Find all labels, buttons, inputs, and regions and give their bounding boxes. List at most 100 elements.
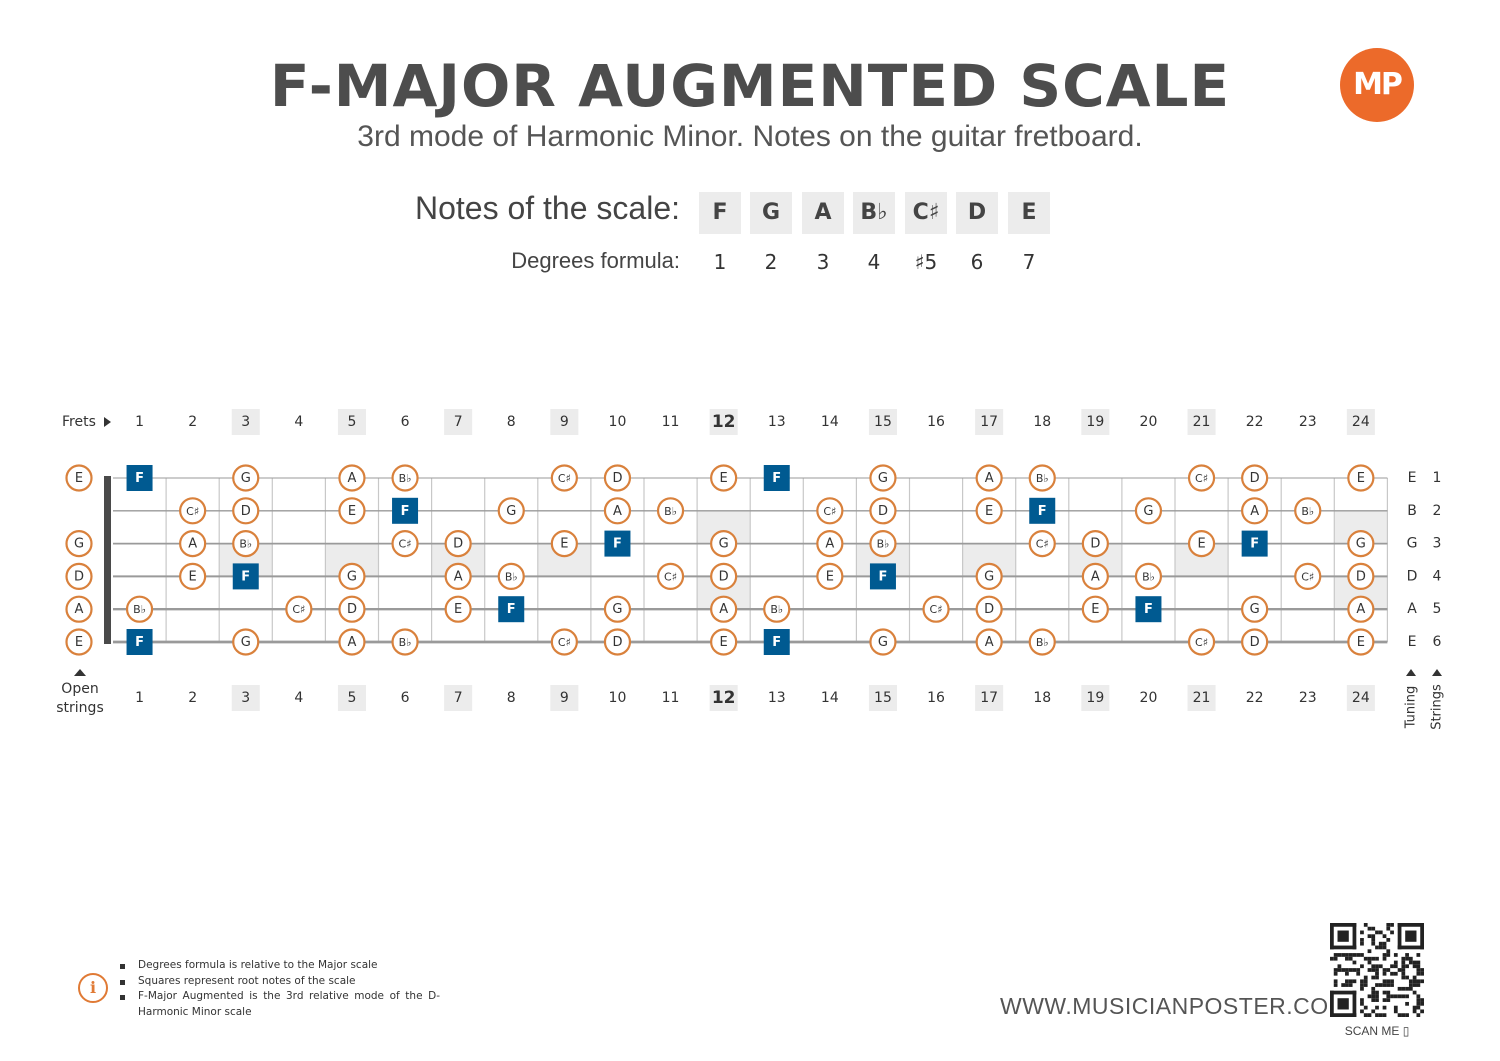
note-circle: [1241, 595, 1269, 623]
brand-logo[interactable]: MP: [1340, 48, 1414, 122]
note-circle: [65, 464, 93, 492]
qr-module: [1416, 983, 1421, 987]
note-label: E: [1197, 537, 1205, 552]
note-circle: [1241, 497, 1269, 525]
qr-module: [1360, 998, 1364, 1002]
fret-number: 16: [927, 414, 945, 430]
qr-module: [1356, 971, 1361, 976]
website-link[interactable]: WWW.MUSICIANPOSTER.COM: [1000, 993, 1349, 1019]
qr-module: [1371, 941, 1376, 946]
note-label: C♯: [1195, 636, 1208, 649]
qr-module: [1356, 968, 1361, 972]
fret-number: 1: [135, 414, 144, 430]
note-label: B♭: [877, 538, 890, 551]
fret-number: 2: [188, 690, 197, 706]
qr-module: [1337, 953, 1342, 957]
scale-degree: 1: [713, 250, 727, 274]
page-title: F-MAJOR AUGMENTED SCALE: [269, 52, 1231, 120]
qr-module: [1401, 994, 1406, 999]
qr-module: [1360, 938, 1364, 942]
note-circle: [816, 497, 844, 525]
qr-module: [1375, 998, 1379, 1002]
note-circle: [1081, 529, 1109, 558]
fret-number: 21: [1193, 414, 1211, 430]
fret-number: 23: [1299, 690, 1317, 706]
root-note-square: [869, 563, 896, 590]
root-note-label: F: [613, 537, 622, 552]
note-label: A: [347, 471, 356, 486]
fret-number: 13: [768, 414, 786, 430]
qr-module: [1348, 979, 1353, 984]
fret-number: 5: [347, 414, 356, 430]
qr-module: [1416, 971, 1421, 976]
note-label: C♯: [1036, 538, 1049, 551]
qr-module: [1405, 994, 1409, 999]
qr-module: [1333, 953, 1338, 957]
qr-finder: [1405, 930, 1417, 942]
note-label: B♭: [505, 570, 518, 583]
qr-module: [1405, 1001, 1409, 1006]
note-circle: [338, 628, 366, 656]
fret-number: 2: [188, 414, 197, 430]
fret-number-highlight: [231, 409, 260, 435]
qr-module: [1375, 930, 1379, 935]
qr-module: [1386, 979, 1391, 984]
fret-number: 12: [712, 412, 736, 432]
qr-module: [1375, 975, 1379, 980]
note-circle: [1347, 595, 1375, 623]
string-number: 6: [1433, 634, 1442, 650]
qr-finder: [1330, 923, 1357, 927]
note-label: B♭: [239, 538, 252, 551]
note-label: G: [984, 569, 994, 584]
root-note-square: [1029, 497, 1056, 524]
qr-module: [1330, 956, 1334, 961]
qr-module: [1333, 968, 1338, 972]
note-circle: [65, 595, 93, 623]
note-circle: [1187, 628, 1216, 656]
note-circle: [1347, 562, 1375, 591]
note-label: E: [1357, 471, 1365, 486]
qr-module: [1341, 983, 1346, 987]
root-note-label: F: [1038, 504, 1047, 519]
note-label: C♯: [558, 472, 571, 485]
note-circle: [444, 562, 472, 591]
root-note-square: [392, 497, 419, 524]
note-label: G: [878, 635, 888, 650]
root-note-label: F: [772, 635, 781, 650]
qr-finder: [1330, 1013, 1357, 1017]
note-label: G: [878, 471, 888, 486]
qr-module: [1412, 964, 1417, 969]
note-circle: [550, 628, 578, 656]
qr-module: [1382, 953, 1387, 957]
note-circle: [1081, 562, 1109, 591]
qr-module: [1378, 945, 1383, 950]
qr-module: [1345, 983, 1349, 987]
qr-module: [1375, 971, 1379, 976]
note-label: E: [1091, 602, 1099, 617]
qr-module: [1375, 956, 1379, 961]
root-note-label: F: [1144, 602, 1153, 617]
root-note-label: F: [507, 602, 516, 617]
scale-note: G: [750, 192, 792, 234]
info-note: F-Major Augmented is the 3rd relative mo…: [118, 989, 440, 1020]
note-label: G: [1356, 537, 1366, 552]
qr-module: [1412, 979, 1417, 984]
qr-module: [1345, 968, 1349, 972]
qr-code[interactable]: [1330, 923, 1424, 1017]
note-label: E: [826, 569, 834, 584]
note-circle: [603, 628, 632, 656]
qr-finder: [1330, 990, 1334, 1017]
note-label: E: [454, 602, 462, 617]
fret-number: 15: [874, 414, 892, 430]
note-circle: [975, 464, 1003, 492]
note-circle: [497, 497, 525, 525]
note-label: C♯: [558, 636, 571, 649]
note-label: B♭: [770, 603, 783, 616]
qr-module: [1348, 983, 1353, 987]
fret-number: 4: [294, 690, 303, 706]
qr-module: [1405, 975, 1409, 980]
qr-module: [1375, 964, 1379, 969]
qr-module: [1393, 964, 1398, 969]
fret-number: 8: [507, 690, 516, 706]
frets-arrow-icon: [104, 417, 111, 427]
